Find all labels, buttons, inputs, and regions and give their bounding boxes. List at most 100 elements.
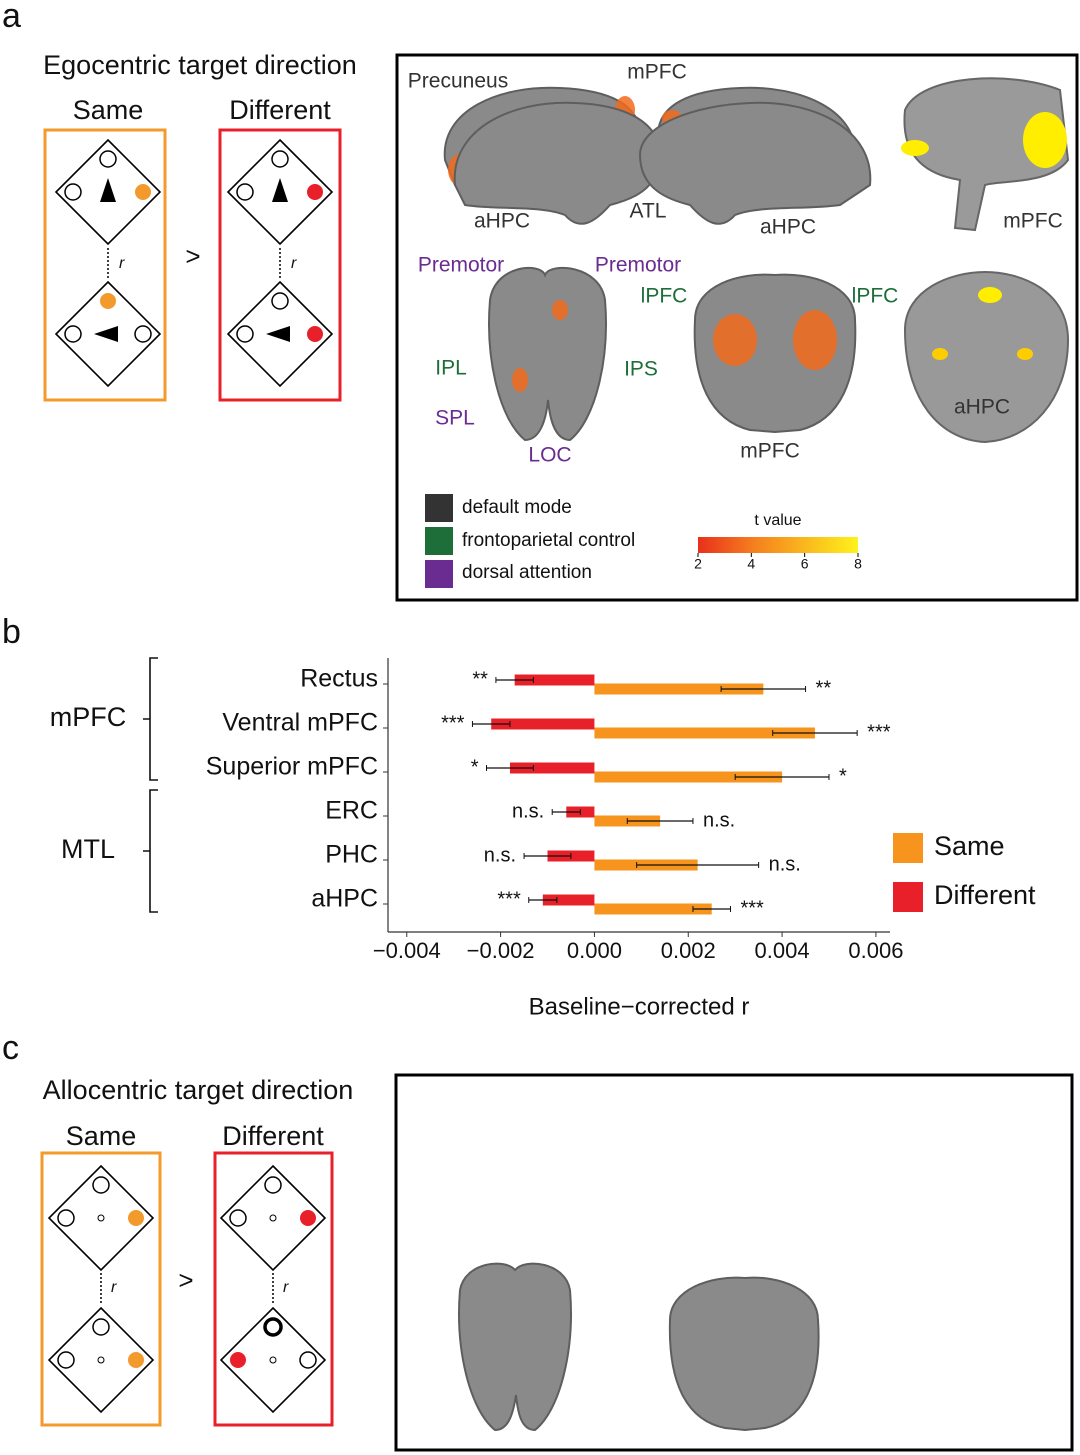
region-label: LOC	[528, 444, 571, 467]
condition-label: Different	[222, 1121, 324, 1151]
colorbar-tick-label: 6	[801, 556, 809, 572]
bar	[594, 903, 712, 915]
significance-label: n.s.	[512, 800, 544, 822]
location-circle	[134, 325, 152, 343]
location-circle	[64, 183, 82, 201]
significance-label: ***	[740, 897, 764, 919]
location-circle	[263, 1317, 283, 1337]
colorbar-ticks: 2 4 6 8	[694, 553, 862, 572]
region-label: aHPC	[760, 216, 816, 239]
location-circle	[57, 1351, 75, 1369]
center-circle	[269, 1214, 277, 1222]
significance-label: *	[839, 765, 847, 787]
different-box	[213, 1151, 334, 1427]
legend-label: dorsal attention	[462, 562, 592, 583]
significance-label: n.s.	[769, 853, 801, 875]
region-label: IPS	[624, 358, 658, 381]
legend-label: Same	[934, 831, 1005, 861]
colorbar-tick-label: 8	[854, 556, 862, 572]
y-tick-label: PHC	[325, 841, 378, 869]
r-label: r	[291, 255, 297, 272]
condition-label: Same	[73, 95, 144, 125]
target-dot	[128, 1352, 144, 1368]
bar	[594, 683, 764, 695]
colorbar-title: t value	[754, 512, 801, 529]
panel-label: a	[2, 0, 21, 35]
legend-label: default mode	[462, 497, 572, 518]
region-label: mPFC	[1003, 210, 1063, 233]
group-label: mPFC	[50, 702, 127, 732]
region-label: mPFC	[627, 61, 687, 84]
center-circle	[97, 1214, 105, 1222]
region-label: Premotor	[418, 254, 504, 277]
greater-than: >	[178, 1265, 193, 1295]
region-label: Premotor	[595, 254, 681, 277]
y-tick-label: Rectus	[300, 665, 378, 693]
legend-swatch	[425, 494, 453, 522]
y-tick-label: aHPC	[311, 885, 378, 913]
significance-label: n.s.	[484, 844, 516, 866]
brain-box	[395, 53, 1079, 602]
region-label: aHPC	[954, 396, 1010, 419]
bar	[491, 718, 595, 730]
significance-label: ***	[441, 712, 465, 734]
significance-label: ***	[497, 888, 521, 910]
x-tick-label: 0.004	[755, 938, 810, 963]
legend-swatch	[425, 527, 453, 555]
x-tick-label: 0.002	[661, 938, 716, 963]
brain-images	[453, 101, 872, 1432]
different-box	[218, 128, 342, 402]
panel-label: b	[2, 613, 21, 651]
group-bracket	[143, 657, 158, 781]
location-circle	[271, 150, 289, 168]
region-label: IPL	[435, 357, 467, 380]
arrow	[94, 326, 118, 342]
center-circle	[97, 1356, 105, 1364]
legend-label: frontoparietal control	[462, 530, 635, 551]
x-axis-title: Baseline−corrected r	[529, 993, 750, 1020]
group-bracket	[143, 789, 158, 913]
region-label: ATL	[630, 200, 667, 223]
region-label: Precuneus	[408, 70, 508, 93]
location-circle	[92, 1176, 110, 1194]
x-tick-label: −0.004	[373, 938, 441, 963]
y-tick-label: Superior mPFC	[206, 753, 378, 781]
location-circle	[99, 150, 117, 168]
region-label: mPFC	[740, 440, 800, 463]
significance-label: n.s.	[703, 809, 735, 831]
bar	[509, 762, 595, 774]
arrow	[266, 326, 290, 342]
panel-title: Egocentric target direction	[43, 50, 357, 80]
significance-label: **	[472, 668, 488, 690]
location-circle	[64, 325, 82, 343]
location-circle	[271, 292, 289, 310]
x-tick-label: −0.002	[467, 938, 535, 963]
target-dot	[100, 293, 116, 309]
location-circle	[299, 1351, 317, 1369]
legend-swatch	[425, 560, 453, 588]
target-dot	[135, 184, 151, 200]
y-tick-label: Ventral mPFC	[222, 709, 378, 737]
target-dot	[230, 1352, 246, 1368]
location-circle	[236, 183, 254, 201]
r-label: r	[119, 255, 125, 272]
location-circle	[236, 325, 254, 343]
legend-label: Different	[934, 880, 1036, 910]
colorbar	[698, 537, 858, 553]
location-circle	[264, 1176, 282, 1194]
group-label: MTL	[61, 834, 115, 864]
target-dot	[307, 326, 323, 342]
significance-label: ***	[867, 721, 891, 743]
center-circle	[269, 1356, 277, 1364]
condition-label: Different	[229, 95, 331, 125]
bar-chart: −0.004 −0.002 0.000 0.002 0.004 0.006 Baseline…	[50, 657, 1036, 1020]
region-label: lPFC	[852, 285, 899, 308]
x-tick-label: 0.006	[848, 938, 903, 963]
r-label: r	[283, 1279, 289, 1296]
target-dot	[128, 1210, 144, 1226]
r-label: r	[111, 1279, 117, 1296]
same-box	[40, 1151, 162, 1427]
significance-label: *	[471, 756, 479, 778]
target-dot	[307, 184, 323, 200]
